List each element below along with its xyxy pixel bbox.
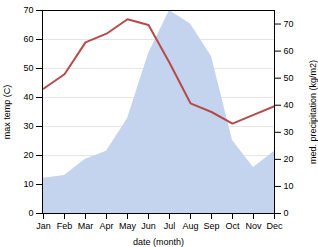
svg-text:60: 60 [284,46,294,56]
svg-text:0: 0 [28,208,33,218]
svg-text:Jan: Jan [36,221,51,231]
svg-text:10: 10 [284,181,294,191]
svg-text:20: 20 [23,150,33,160]
svg-text:May: May [119,221,137,231]
svg-text:Dec: Dec [266,221,283,231]
svg-text:40: 40 [23,92,33,102]
svg-text:40: 40 [284,100,294,110]
svg-text:Jun: Jun [141,221,156,231]
svg-text:70: 70 [23,5,33,15]
svg-text:Oct: Oct [225,221,240,231]
svg-text:60: 60 [23,34,33,44]
svg-text:70: 70 [284,19,294,29]
svg-text:Apr: Apr [99,221,113,231]
svg-text:date (month): date (month) [133,237,184,247]
svg-text:med. precipitation (kg/m2): med. precipitation (kg/m2) [308,60,318,164]
svg-text:50: 50 [284,73,294,83]
svg-text:Feb: Feb [57,221,73,231]
svg-text:max temp (C): max temp (C) [2,85,12,140]
svg-text:Nov: Nov [245,221,262,231]
svg-text:10: 10 [23,179,33,189]
svg-text:Mar: Mar [78,221,94,231]
svg-text:20: 20 [284,154,294,164]
svg-text:0: 0 [284,208,289,218]
svg-text:30: 30 [23,121,33,131]
svg-text:30: 30 [284,127,294,137]
svg-text:Jul: Jul [164,221,176,231]
svg-text:Aug: Aug [182,221,198,231]
svg-text:Sep: Sep [203,221,219,231]
svg-text:50: 50 [23,63,33,73]
